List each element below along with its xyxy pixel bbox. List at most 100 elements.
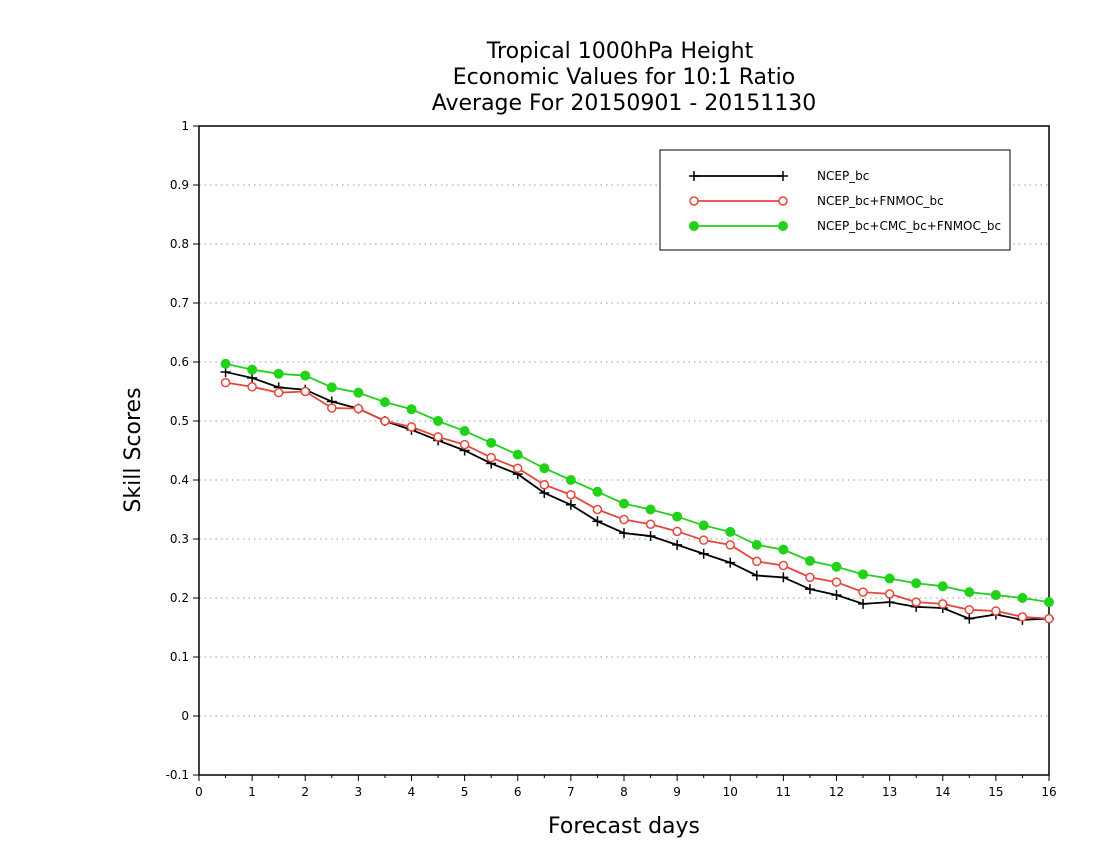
series-3 [220, 358, 1054, 608]
series-lines [220, 358, 1054, 625]
data-point-marker [645, 519, 656, 529]
data-point-marker [752, 556, 762, 567]
title-line-2: Economic Values for 10:1 Ratio [453, 65, 795, 90]
data-point-marker [1017, 593, 1028, 603]
data-point-marker [539, 479, 550, 490]
data-point-marker [938, 599, 948, 609]
x-tick-label: 11 [776, 785, 791, 799]
data-point-marker [220, 358, 231, 369]
chart-title: Tropical 1000hPa Height Economic Values … [432, 39, 817, 116]
x-tick-label: 1 [248, 785, 256, 799]
series-line [225, 362, 1050, 604]
data-point-marker [619, 498, 629, 509]
data-point-marker [1044, 613, 1054, 624]
data-point-marker [831, 577, 842, 587]
data-point-marker [379, 397, 390, 408]
legend-item: NCEP_bc [689, 169, 869, 183]
data-point-marker [698, 520, 709, 531]
data-point-marker [300, 370, 311, 381]
data-point-marker [805, 572, 815, 583]
y-tick-label: 0.2 [170, 591, 189, 605]
data-point-marker [1044, 597, 1054, 608]
y-tick-label: 0.9 [170, 178, 189, 192]
data-point-marker [689, 196, 699, 206]
x-tick-label: 13 [882, 785, 897, 799]
x-tick-label: 16 [1041, 785, 1056, 799]
data-point-marker [911, 597, 921, 607]
data-point-marker [592, 504, 603, 515]
data-point-marker [539, 463, 550, 474]
data-point-marker [513, 463, 523, 473]
data-point-marker [804, 555, 815, 566]
legend-label: NCEP_bc [817, 169, 869, 183]
data-point-marker [689, 221, 699, 231]
legend-label: NCEP_bc+FNMOC_bc [817, 194, 944, 208]
data-point-marker [725, 540, 735, 550]
data-point-marker [459, 426, 470, 437]
data-point-marker [778, 196, 788, 206]
y-tick-label: 0.8 [170, 237, 189, 251]
data-point-marker [778, 560, 789, 571]
data-point-marker [884, 573, 895, 584]
y-tick-label: 0.3 [170, 532, 189, 546]
data-point-marker [406, 404, 417, 415]
data-point-marker [698, 535, 709, 545]
data-point-marker [911, 578, 922, 589]
data-point-marker [353, 403, 364, 414]
data-point-marker [220, 377, 231, 388]
data-point-marker [566, 490, 576, 500]
data-point-marker [247, 364, 258, 375]
x-tick-label: 12 [829, 785, 844, 799]
y-tick-label: 1 [181, 119, 189, 133]
data-point-marker [300, 386, 310, 397]
data-point-marker [326, 382, 337, 393]
data-point-marker [1017, 612, 1028, 622]
data-point-marker [512, 449, 523, 460]
x-tick-label: 7 [567, 785, 575, 799]
x-tick-label: 3 [355, 785, 363, 799]
data-point-marker [672, 511, 683, 522]
data-point-marker [327, 403, 337, 413]
data-point-marker [433, 416, 444, 426]
y-tick-label: 0.6 [170, 355, 189, 369]
data-point-marker [964, 587, 975, 598]
data-point-marker [751, 539, 762, 550]
y-tick-label: 0.1 [170, 650, 189, 664]
legend-item: NCEP_bc+CMC_bc+FNMOC_bc [689, 219, 1001, 233]
x-tick-label: 5 [461, 785, 469, 799]
x-tick-label: 15 [988, 785, 1003, 799]
data-point-marker [831, 561, 842, 572]
data-point-marker [672, 526, 682, 537]
data-point-marker [247, 382, 257, 392]
data-point-marker [725, 526, 736, 537]
y-axis-ticks: -0.1 0 0.1 0.2 0.3 0.4 0.5 0.6 0.7 0.8 0.9 1 [166, 119, 199, 782]
data-point-marker [273, 387, 284, 398]
data-point-marker [858, 587, 868, 597]
y-tick-label: -0.1 [166, 768, 189, 782]
data-point-marker [459, 439, 470, 450]
y-axis-title: Skill Scores [121, 387, 146, 512]
data-point-marker [778, 221, 788, 231]
legend: NCEP_bc NCEP_bc+FNMOC_bc NCEP_bc+CMC_bc+FN… [659, 149, 1011, 251]
data-point-marker [858, 569, 869, 580]
y-tick-label: 0.5 [170, 414, 189, 428]
x-tick-label: 2 [301, 785, 309, 799]
data-point-marker [486, 452, 496, 463]
data-point-marker [990, 590, 1001, 601]
y-tick-label: 0.4 [170, 473, 189, 487]
data-point-marker [884, 589, 895, 599]
x-axis-title: Forecast days [548, 814, 700, 839]
data-point-marker [645, 504, 656, 515]
data-point-marker [937, 581, 948, 592]
series-line [225, 381, 1050, 620]
data-point-marker [273, 368, 284, 379]
x-tick-label: 6 [514, 785, 522, 799]
x-tick-label: 9 [673, 785, 681, 799]
series-2 [220, 377, 1054, 624]
gridlines [199, 184, 1049, 717]
data-point-marker [353, 387, 364, 398]
title-line-1: Tropical 1000hPa Height [486, 39, 754, 64]
y-tick-label: 0 [181, 709, 189, 723]
data-point-marker [592, 486, 603, 497]
